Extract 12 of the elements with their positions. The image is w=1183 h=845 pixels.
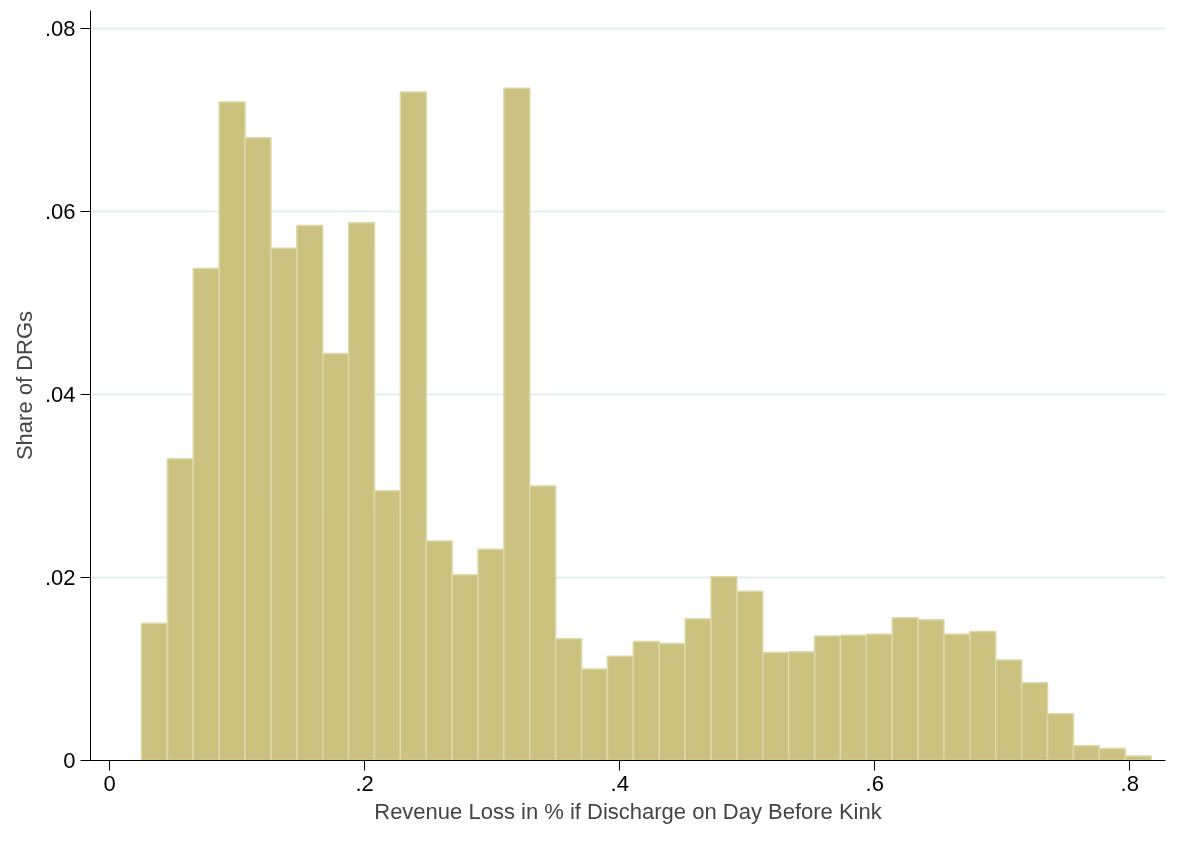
y-tick-label: .02 — [44, 565, 76, 591]
x-axis-title: Revenue Loss in % if Discharge on Day Before Kink — [374, 798, 883, 824]
x-tick-label: 0 — [103, 770, 116, 796]
x-tick-label: .8 — [1120, 770, 1139, 796]
x-tick-label: .4 — [610, 770, 629, 796]
x-tick-label: .2 — [355, 770, 374, 796]
x-tick-label: .6 — [865, 770, 884, 796]
y-tick-label: .06 — [44, 199, 76, 225]
y-axis-title: Share of DRGs — [11, 310, 37, 461]
y-tick-label: .08 — [44, 16, 76, 42]
y-tick-label: 0 — [63, 748, 76, 773]
y-tick-label: .04 — [44, 382, 76, 408]
